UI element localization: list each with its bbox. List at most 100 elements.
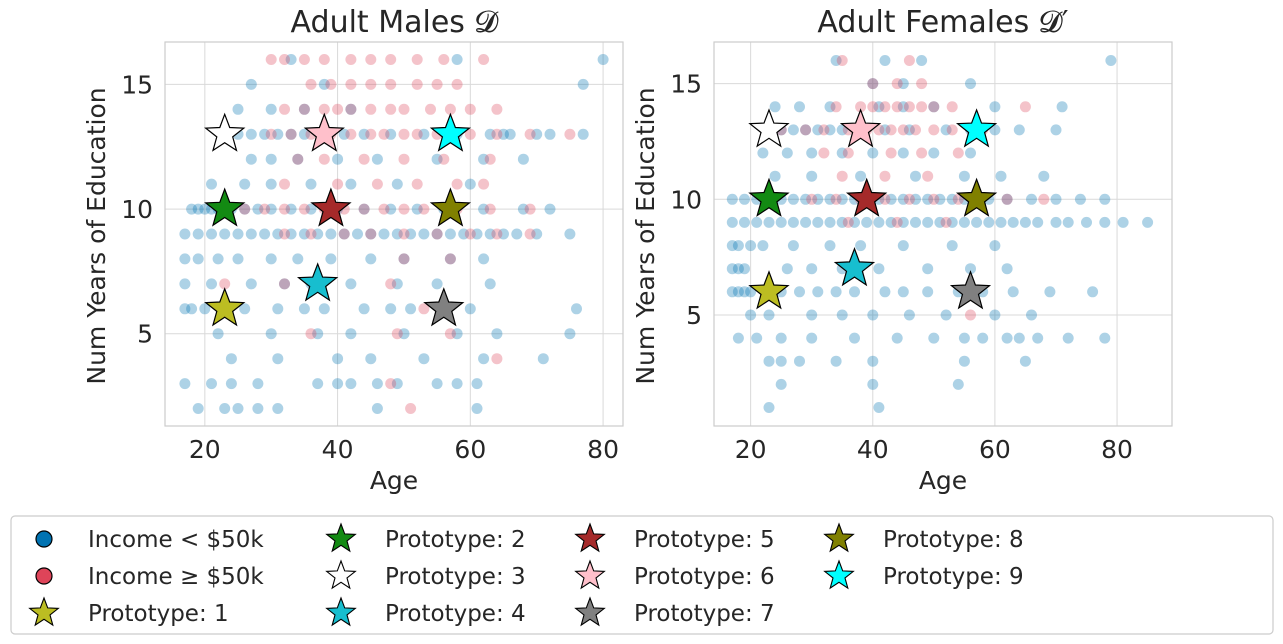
point-income-low xyxy=(478,203,490,215)
point-income-high xyxy=(398,128,410,140)
point-income-high xyxy=(385,278,397,290)
point-income-low xyxy=(484,128,496,140)
point-income-high xyxy=(298,103,310,115)
point-income-high xyxy=(411,54,423,65)
point-income-low xyxy=(830,286,842,298)
point-income-low xyxy=(897,216,909,228)
point-income-low xyxy=(897,101,909,113)
point-income-low xyxy=(378,228,390,240)
point-income-low xyxy=(1007,286,1019,298)
point-income-low xyxy=(312,328,324,340)
point-income-low xyxy=(206,378,217,390)
point-income-low xyxy=(958,216,970,228)
prototype-1-marker xyxy=(748,270,790,310)
point-income-low xyxy=(806,170,818,182)
point-income-low xyxy=(206,178,217,190)
axes-frame xyxy=(713,41,1173,427)
point-income-low xyxy=(897,78,909,90)
point-income-low xyxy=(934,193,946,205)
point-income-high xyxy=(491,228,503,240)
point-income-low xyxy=(806,309,818,321)
point-income-low xyxy=(922,263,934,275)
point-income-low xyxy=(1026,193,1037,205)
point-income-low xyxy=(946,216,958,228)
x-tick-label: 20 xyxy=(189,435,221,464)
point-income-low xyxy=(1105,55,1117,66)
point-income-high xyxy=(385,378,397,390)
point-income-high xyxy=(879,101,891,113)
point-income-low xyxy=(405,303,417,315)
point-income-low xyxy=(763,216,775,228)
point-income-low xyxy=(352,228,363,240)
point-income-low xyxy=(965,263,976,275)
point-income-high xyxy=(879,170,891,182)
point-income-low xyxy=(879,124,891,136)
point-income-low xyxy=(431,378,443,390)
point-income-high xyxy=(398,228,410,240)
point-income-low xyxy=(928,101,940,113)
point-income-high xyxy=(345,54,357,65)
point-income-low xyxy=(824,193,836,205)
point-income-high xyxy=(818,147,830,159)
point-income-high xyxy=(411,178,423,190)
point-income-low xyxy=(1081,216,1092,228)
point-income-low xyxy=(940,309,952,321)
point-income-high xyxy=(345,78,357,90)
point-income-low xyxy=(739,286,750,298)
point-income-high xyxy=(398,153,410,165)
point-income-low xyxy=(1026,309,1037,321)
point-income-low xyxy=(855,170,867,182)
point-income-low xyxy=(928,147,940,159)
point-income-low xyxy=(597,54,609,65)
point-income-low xyxy=(769,101,781,113)
point-income-low xyxy=(345,328,357,340)
point-income-high xyxy=(398,253,410,265)
point-income-high xyxy=(318,54,330,65)
point-income-low xyxy=(571,303,582,315)
legend: Income < $50k Income ≥ $50k Prototype: 1 Pr… xyxy=(10,515,1274,635)
point-income-low xyxy=(787,216,799,228)
point-income-low xyxy=(252,403,264,414)
point-income-low xyxy=(332,378,344,390)
point-income-low xyxy=(781,147,793,159)
point-income-low xyxy=(965,147,976,159)
point-income-low xyxy=(855,240,867,252)
point-income-low xyxy=(958,355,970,367)
point-income-low xyxy=(444,253,456,265)
point-income-low xyxy=(849,332,860,344)
point-income-low xyxy=(989,240,1001,252)
legend-label: Prototype: 3 xyxy=(385,564,526,590)
point-income-low xyxy=(239,178,251,190)
point-income-low xyxy=(398,253,410,265)
point-income-low xyxy=(983,216,995,228)
point-income-high xyxy=(318,103,330,115)
point-income-high xyxy=(444,328,456,340)
point-income-high xyxy=(279,178,290,190)
point-income-low xyxy=(940,124,952,136)
point-income-low xyxy=(873,263,885,275)
point-income-high xyxy=(836,170,848,182)
prototype-2-marker xyxy=(204,187,246,227)
point-income-low xyxy=(1050,193,1062,205)
point-income-low xyxy=(179,278,191,290)
point-income-low xyxy=(265,103,277,115)
point-income-low xyxy=(897,147,909,159)
point-income-low xyxy=(1001,193,1013,205)
point-income-low xyxy=(824,101,836,113)
point-income-low xyxy=(763,355,775,367)
point-income-high xyxy=(444,253,456,265)
point-income-high xyxy=(952,147,964,159)
point-income-low xyxy=(836,309,848,321)
point-income-low xyxy=(861,216,873,228)
prototype-8-marker xyxy=(429,187,472,227)
point-income-low xyxy=(252,378,264,390)
point-income-low xyxy=(298,128,310,140)
point-income-low xyxy=(179,303,191,315)
point-income-high xyxy=(842,147,854,159)
point-income-low xyxy=(199,203,211,215)
point-income-low xyxy=(345,178,357,190)
point-income-high xyxy=(891,78,903,90)
point-income-low xyxy=(345,378,357,390)
point-income-low xyxy=(471,403,483,414)
